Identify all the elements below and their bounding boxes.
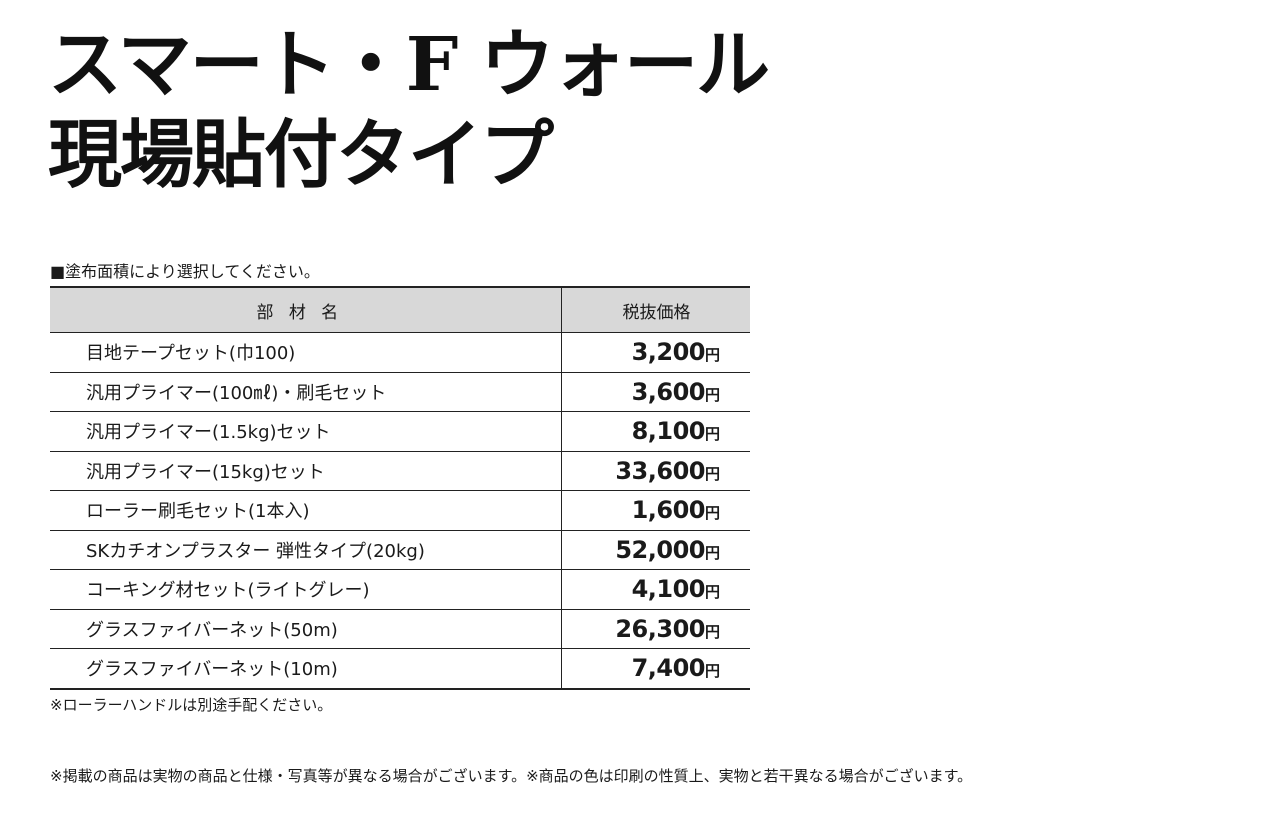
price-cell: 1,600円 <box>561 490 750 531</box>
table-row: コーキング材セット(ライトグレー) 4,100円 <box>50 569 750 610</box>
price-value: 3,200 <box>631 338 706 367</box>
price-value: 26,300 <box>615 614 705 643</box>
price-value: 52,000 <box>615 535 705 564</box>
price-cell: 52,000円 <box>561 530 750 570</box>
table-row: SKカチオンプラスター 弾性タイプ(20kg) 52,000円 <box>50 530 750 570</box>
header-part-name: 部材名 <box>50 286 562 333</box>
part-name: 汎用プライマー(15kg)セット <box>50 451 562 491</box>
price-value: 33,600 <box>615 456 705 485</box>
table-header-row: 部材名 税抜価格 <box>50 286 750 333</box>
currency-unit: 円 <box>704 662 720 681</box>
currency-unit: 円 <box>704 583 720 602</box>
price-table: 部材名 税抜価格 目地テープセット(巾100) 3,200円 汎用プライマー(10… <box>50 286 750 690</box>
table-row: グラスファイバーネット(50m) 26,300円 <box>50 609 750 649</box>
table-row: 汎用プライマー(100㎖)・刷毛セット 3,600円 <box>50 372 750 412</box>
price-value: 7,400 <box>631 654 706 683</box>
part-name: コーキング材セット(ライトグレー) <box>50 569 562 610</box>
price-cell: 33,600円 <box>561 451 750 491</box>
price-cell: 26,300円 <box>561 609 750 649</box>
part-name: ローラー刷毛セット(1本入) <box>50 490 562 531</box>
table-row: ローラー刷毛セット(1本入) 1,600円 <box>50 490 750 531</box>
part-name: 汎用プライマー(100㎖)・刷毛セット <box>50 372 562 412</box>
currency-unit: 円 <box>704 385 720 404</box>
price-cell: 3,600円 <box>561 372 750 412</box>
currency-unit: 円 <box>704 464 720 483</box>
part-name: SKカチオンプラスター 弾性タイプ(20kg) <box>50 530 562 570</box>
price-value: 1,600 <box>631 496 706 525</box>
price-cell: 7,400円 <box>561 648 750 690</box>
currency-unit: 円 <box>704 425 720 444</box>
price-value: 4,100 <box>631 575 706 604</box>
price-cell: 3,200円 <box>561 332 750 373</box>
price-value: 3,600 <box>631 377 706 406</box>
part-name: 目地テープセット(巾100) <box>50 332 562 373</box>
disclaimer: ※掲載の商品は実物の商品と仕様・写真等が異なる場合がございます。※商品の色は印刷… <box>50 767 973 785</box>
price-value: 8,100 <box>631 417 706 446</box>
header-price: 税抜価格 <box>561 286 750 333</box>
price-cell: 8,100円 <box>561 411 750 452</box>
instruction-text: ■塗布面積により選択してください。 <box>50 262 320 281</box>
currency-unit: 円 <box>704 622 720 641</box>
table-row: 目地テープセット(巾100) 3,200円 <box>50 332 750 373</box>
title-line-2: 現場貼付タイプ <box>48 112 554 198</box>
part-name: グラスファイバーネット(50m) <box>50 609 562 649</box>
table-row: グラスファイバーネット(10m) 7,400円 <box>50 648 750 690</box>
price-cell: 4,100円 <box>561 569 750 610</box>
part-name: 汎用プライマー(1.5kg)セット <box>50 411 562 452</box>
table-note: ※ローラーハンドルは別途手配ください。 <box>50 696 333 714</box>
currency-unit: 円 <box>704 504 720 523</box>
part-name: グラスファイバーネット(10m) <box>50 648 562 690</box>
title-line-1: スマート・F ウォール <box>48 22 770 108</box>
table-row: 汎用プライマー(15kg)セット 33,600円 <box>50 451 750 491</box>
currency-unit: 円 <box>704 346 720 365</box>
currency-unit: 円 <box>704 543 720 562</box>
table-row: 汎用プライマー(1.5kg)セット 8,100円 <box>50 411 750 452</box>
